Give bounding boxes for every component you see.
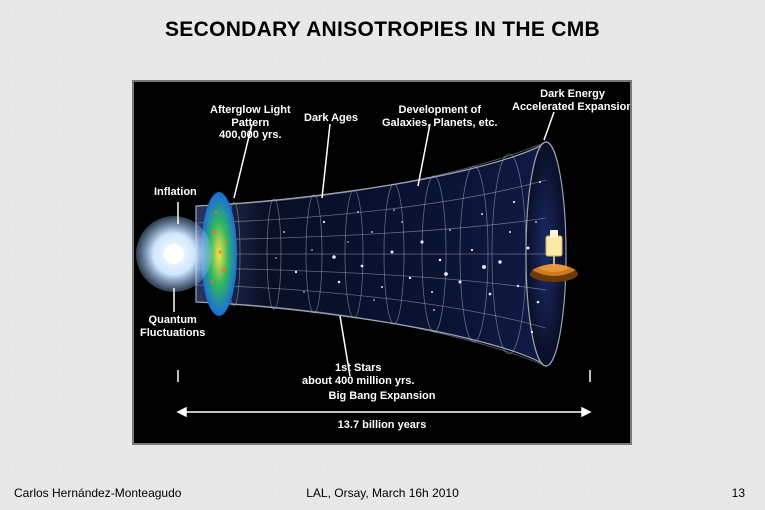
label-firststars: 1st Stars about 400 million yrs. [302, 362, 414, 387]
label-duration: 13.7 billion years [134, 419, 630, 431]
label-darkages: Dark Ages [304, 112, 358, 125]
label-expansion: Big Bang Expansion [134, 390, 630, 402]
label-afterglow: Afterglow Light Pattern 400,000 yrs. [210, 104, 291, 142]
label-inflation: Inflation [154, 186, 197, 199]
footer-venue: LAL, Orsay, March 16h 2010 [0, 486, 765, 500]
footer-page: 13 [732, 486, 745, 500]
diagram-svg [134, 82, 630, 443]
label-quantum: Quantum Fluctuations [140, 314, 205, 339]
label-development: Development of Galaxies, Planets, etc. [382, 104, 498, 129]
label-darkenergy: Dark Energy Accelerated Expansion [512, 88, 630, 113]
page-title: SECONDARY ANISOTROPIES IN THE CMB [0, 18, 765, 42]
inflation-core [164, 244, 184, 264]
bigbang-diagram: Afterglow Light Pattern 400,000 yrs. Dar… [134, 82, 630, 443]
figure-container: Afterglow Light Pattern 400,000 yrs. Dar… [132, 80, 632, 445]
